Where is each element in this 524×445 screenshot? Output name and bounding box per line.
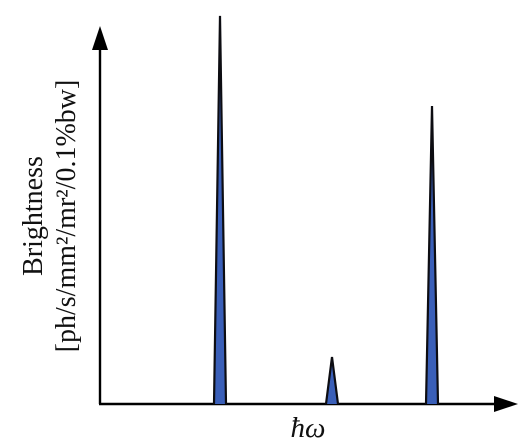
y-axis-arrow-icon — [92, 26, 108, 50]
y-axis-label: Brightness [ph/s/mm²/mr²/0.1%bw] — [18, 80, 82, 353]
peaks-layer — [212, 15, 440, 405]
x-axis-arrow-icon — [494, 396, 518, 412]
y-axis-label-line1: Brightness — [18, 156, 49, 276]
peak-3-fill — [426, 106, 438, 404]
peak-2-outline — [324, 356, 340, 405]
x-axis-label: ħω — [291, 412, 326, 444]
peak-3-outline — [424, 106, 440, 405]
axes — [92, 26, 518, 412]
peak-2-fill — [326, 356, 338, 404]
peak-2 — [324, 356, 340, 405]
peak-1-fill — [214, 15, 226, 404]
peak-1 — [212, 15, 228, 405]
peak-1-outline — [212, 15, 228, 405]
peak-3 — [424, 106, 440, 405]
y-axis-label-line2: [ph/s/mm²/mr²/0.1%bw] — [51, 80, 82, 353]
